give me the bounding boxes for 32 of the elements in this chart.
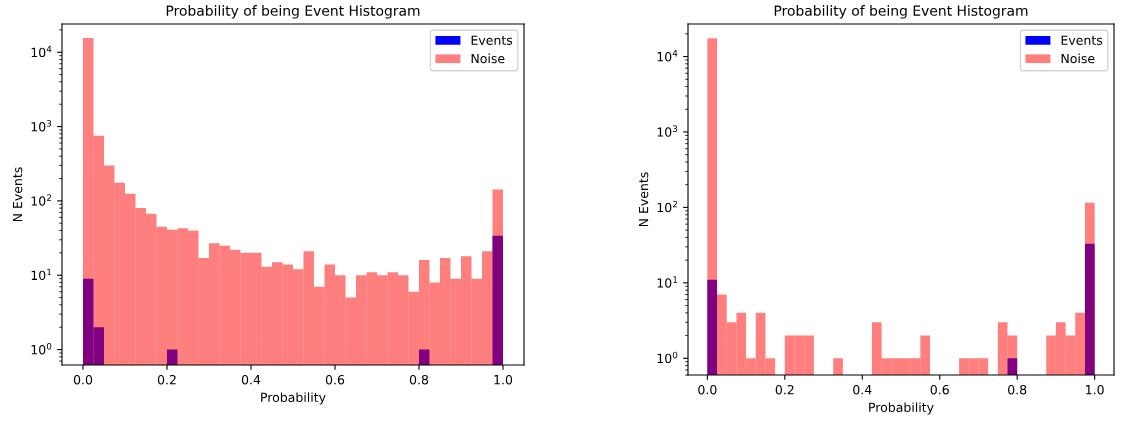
- y-tick-label: 10$^{1}$: [31, 268, 52, 281]
- x-tick-label: 1.0: [494, 374, 513, 385]
- x-axis-title: Probability: [869, 402, 934, 415]
- x-tick-label: 0.6: [930, 384, 949, 395]
- y-tick-label: 10$^{3}$: [31, 119, 52, 132]
- y-tick-label: 10$^{0}$: [31, 342, 52, 355]
- x-tick-label: 0.4: [241, 374, 261, 385]
- legend-label: Events: [1061, 35, 1103, 45]
- x-tick-label: 0.6: [325, 374, 345, 385]
- y-tick-label: 10$^{0}$: [657, 351, 678, 364]
- chart-title: Probability of being Event Histogram: [774, 5, 1028, 19]
- legend-label: Noise: [471, 53, 505, 64]
- y-tick-label: 10$^{2}$: [31, 194, 51, 206]
- x-tick-label: 0.0: [73, 374, 93, 385]
- chart-title: Probability of being Event Histogram: [166, 5, 420, 19]
- x-tick-label: 1.0: [1086, 384, 1104, 395]
- x-tick-label: 0.8: [409, 374, 429, 385]
- x-tick-label: 0.0: [698, 384, 717, 395]
- y-tick-label: 10$^{2}$: [657, 200, 677, 213]
- x-axis-title: Probability: [261, 392, 326, 405]
- y-axis-title: N Events: [13, 167, 23, 222]
- y-axis-title: N Events: [639, 172, 649, 227]
- x-tick-label: 0.2: [775, 384, 794, 395]
- x-tick-label: 0.2: [157, 374, 176, 385]
- y-tick-label: 10$^{4}$: [31, 45, 52, 58]
- y-tick-label: 10$^{1}$: [657, 276, 678, 288]
- y-tick-label: 10$^{3}$: [657, 125, 678, 137]
- y-tick-label: 10$^{4}$: [657, 50, 678, 62]
- legend-label: Events: [471, 35, 513, 45]
- x-tick-label: 0.8: [1008, 384, 1027, 395]
- x-tick-label: 0.4: [853, 384, 872, 395]
- legend-label: Noise: [1061, 53, 1095, 64]
